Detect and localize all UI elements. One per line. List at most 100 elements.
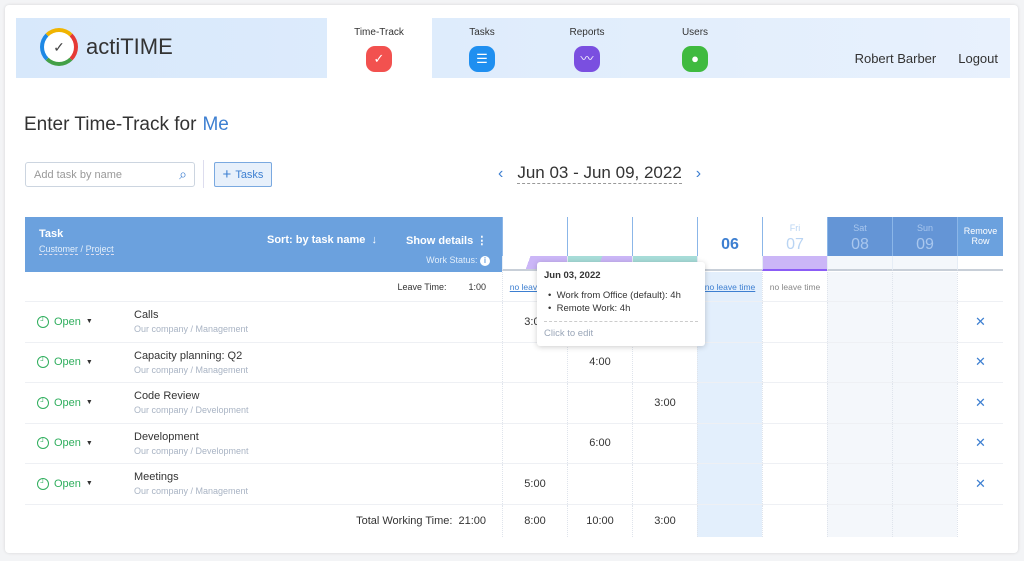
check-icon: ✓ [366, 46, 392, 72]
show-details-button[interactable]: Show details ⋮ [406, 234, 487, 247]
time-cell[interactable] [827, 342, 892, 382]
time-cell[interactable] [697, 342, 762, 382]
time-cell[interactable] [697, 302, 762, 342]
work-status-cell[interactable] [762, 255, 827, 271]
remove-row-button[interactable]: ✕ [957, 423, 1003, 463]
search-input[interactable]: Add task by name ⌕ [25, 162, 195, 187]
close-icon[interactable]: ✕ [975, 394, 986, 410]
close-icon[interactable]: ✕ [975, 354, 986, 370]
day-name: Thu (today) [705, 223, 755, 233]
leave-cell[interactable] [892, 272, 957, 301]
time-cell[interactable] [762, 423, 827, 463]
remove-row-button[interactable]: ✕ [957, 383, 1003, 423]
leave-cell[interactable]: no leave time [502, 272, 567, 301]
close-icon[interactable]: ✕ [975, 435, 986, 451]
task-name[interactable]: Capacity planning: Q2 [134, 349, 243, 362]
time-cell[interactable] [502, 383, 567, 423]
nav-users[interactable]: Users ● [655, 18, 735, 78]
task-path: Our company / Management [134, 324, 249, 335]
time-cell[interactable] [567, 383, 632, 423]
day-header-sun[interactable]: Sun 09 [892, 217, 957, 256]
time-cell[interactable] [632, 423, 697, 463]
logo[interactable]: ✓ actiTIME [40, 28, 173, 66]
leave-cell[interactable] [827, 272, 892, 301]
day-number: 03 [526, 236, 544, 253]
tooltip-date: Jun 03, 2022 [544, 270, 601, 281]
time-cell[interactable] [827, 383, 892, 423]
user-name[interactable]: Robert Barber [854, 51, 937, 66]
time-cell[interactable]: 3:00 [632, 383, 697, 423]
work-status-cell[interactable] [827, 255, 892, 271]
time-cell[interactable] [632, 342, 697, 382]
time-cell[interactable] [892, 464, 957, 504]
task-name[interactable]: Meetings [134, 471, 179, 484]
task-name[interactable]: Calls [134, 309, 159, 322]
remove-row-button[interactable]: ✕ [957, 342, 1003, 382]
status-dropdown[interactable]: ┘ Open ▼ [25, 315, 134, 328]
day-header-thu[interactable]: Thu (today) 06 [697, 217, 762, 256]
add-tasks-button[interactable]: + Tasks [214, 162, 272, 187]
task-name[interactable]: Development [134, 430, 199, 443]
day-total: 8:00 [502, 504, 567, 537]
nav-reports[interactable]: Reports 〰 [547, 18, 627, 78]
no-leave-link[interactable]: no leave time [509, 281, 561, 292]
date-range[interactable]: Jun 03 - Jun 09, 2022 [517, 163, 682, 184]
time-cell[interactable] [827, 302, 892, 342]
project-sort[interactable]: Project [85, 244, 114, 255]
next-week-icon[interactable]: › [695, 164, 702, 182]
time-cell[interactable] [762, 342, 827, 382]
day-name: Wed [655, 223, 675, 233]
nav-time-track[interactable]: Time-Track ✓ [339, 18, 419, 78]
logout-link[interactable]: Logout [958, 51, 998, 66]
nav-tasks[interactable]: Tasks ☰ [442, 18, 522, 78]
status-dropdown[interactable]: ┘ Open ▼ [25, 396, 134, 409]
time-cell[interactable] [762, 302, 827, 342]
day-header-mon[interactable]: Mon 03 [502, 217, 567, 256]
leave-cell[interactable]: no leave time [697, 272, 762, 301]
time-cell[interactable] [697, 423, 762, 463]
close-icon[interactable]: ✕ [975, 313, 986, 329]
no-leave-link[interactable]: no leave time [769, 281, 821, 292]
time-cell[interactable] [892, 423, 957, 463]
time-cell[interactable] [632, 464, 697, 504]
time-cell[interactable] [892, 383, 957, 423]
day-header-sat[interactable]: Sat 08 [827, 217, 892, 256]
info-icon[interactable]: i [480, 256, 490, 266]
time-cell[interactable] [502, 423, 567, 463]
remove-row-button[interactable]: ✕ [957, 464, 1003, 504]
day-header-wed[interactable]: Wed 05 [632, 217, 697, 256]
day-header-fri[interactable]: Fri 07 [762, 217, 827, 256]
customer-sort[interactable]: Customer [39, 244, 79, 255]
status-dropdown[interactable]: ┘ Open ▼ [25, 477, 134, 490]
time-cell[interactable] [502, 342, 567, 382]
time-cell[interactable] [762, 464, 827, 504]
clock-icon: ┘ [37, 356, 49, 369]
sort-control[interactable]: Sort: by task name ↓ [267, 234, 377, 246]
clock-logo-icon: ✓ [40, 28, 78, 66]
task-name[interactable]: Code Review [134, 390, 200, 403]
no-leave-link[interactable]: no leave time [704, 281, 756, 292]
time-cell[interactable] [762, 383, 827, 423]
status-dropdown[interactable]: ┘ Open ▼ [25, 437, 134, 450]
time-cell[interactable] [697, 464, 762, 504]
time-cell[interactable]: 5:00 [502, 464, 567, 504]
remove-row-button[interactable]: ✕ [957, 302, 1003, 342]
time-cell[interactable]: 4:00 [567, 342, 632, 382]
user-selector[interactable]: Me [202, 114, 229, 135]
time-cell[interactable] [827, 423, 892, 463]
work-status-cell[interactable] [892, 255, 957, 271]
leave-cell[interactable]: no leave time [762, 272, 827, 301]
time-cell[interactable] [892, 342, 957, 382]
prev-week-icon[interactable]: ‹ [498, 164, 504, 182]
time-cell[interactable] [827, 464, 892, 504]
time-cell[interactable] [697, 383, 762, 423]
time-cell[interactable] [567, 464, 632, 504]
time-cell[interactable]: 6:00 [567, 423, 632, 463]
status-dropdown[interactable]: ┘ Open ▼ [25, 356, 134, 369]
close-icon[interactable]: ✕ [975, 475, 986, 491]
click-to-edit-link[interactable]: Click to edit [544, 321, 698, 339]
time-cell[interactable] [892, 302, 957, 342]
search-icon[interactable]: ⌕ [179, 166, 187, 182]
day-header-tue[interactable]: Tue 04 [567, 217, 632, 256]
work-status-cell[interactable] [697, 255, 762, 271]
